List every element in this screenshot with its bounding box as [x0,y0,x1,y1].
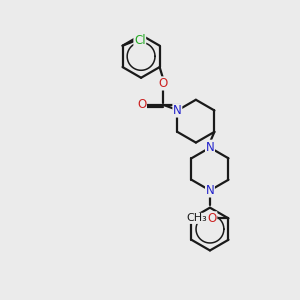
Text: N: N [173,104,182,117]
Text: Cl: Cl [134,34,146,47]
Text: O: O [137,98,146,111]
Text: O: O [208,212,217,225]
Text: N: N [206,141,214,154]
Text: N: N [206,140,214,153]
Text: CH₃: CH₃ [186,213,207,224]
Text: O: O [159,77,168,90]
Text: N: N [206,184,214,197]
